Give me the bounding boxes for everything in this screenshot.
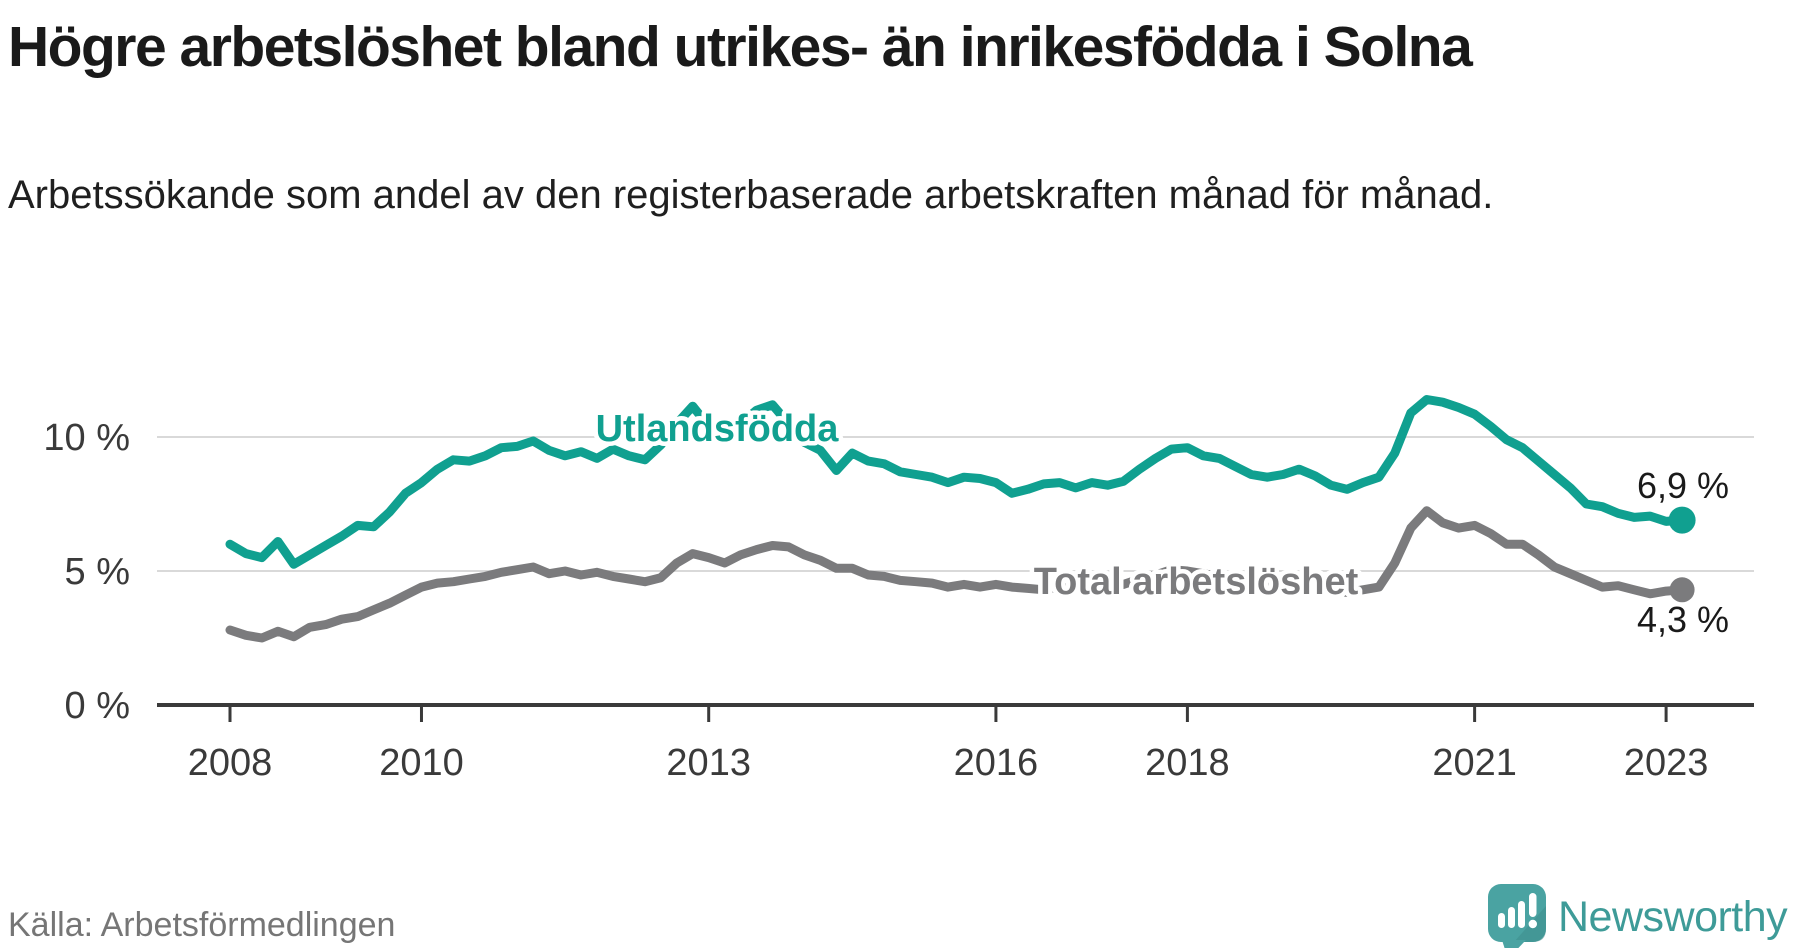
newsworthy-logo-icon: [1488, 884, 1546, 948]
end-dot-total-arbetsloshet: [1669, 577, 1695, 603]
series-label-utlandsfodda: Utlandsfödda: [596, 408, 840, 450]
x-tick-label: 2016: [954, 742, 1039, 784]
line-total-arbetsloshet: [225, 506, 1687, 643]
x-tick-label: 2008: [188, 742, 273, 784]
series-lines: [225, 395, 1696, 643]
chart-subtitle: Arbetssökande som andel av den registerb…: [8, 173, 1494, 217]
y-tick-label-0: 0 %: [65, 685, 130, 727]
x-tick-label: 2023: [1624, 742, 1709, 784]
x-axis-ticks: 2008 2010 2013 2016 2018 2021 2023: [188, 705, 1709, 784]
gridlines: [157, 436, 1754, 572]
y-tick-label-5: 5 %: [65, 551, 130, 593]
newsworthy-logo: Newsworthy: [1488, 884, 1789, 948]
value-label-utlandsfodda: 6,9 %: [1637, 465, 1729, 506]
x-tick-label: 2021: [1432, 742, 1517, 784]
bar-2: [1508, 907, 1515, 928]
x-tick-label: 2018: [1145, 742, 1230, 784]
value-label-total-arbetsloshet: 4,3 %: [1637, 599, 1729, 640]
x-tick-label: 2010: [379, 742, 464, 784]
exclamation-icon: [1528, 893, 1538, 929]
exclamation-bar: [1529, 893, 1537, 917]
chart-title: Högre arbetslöshet bland utrikes- än inr…: [8, 15, 1473, 79]
line-utlandsfodda: [225, 395, 1687, 569]
bar-3: [1518, 901, 1525, 928]
source-note: Källa: Arbetsförmedlingen: [8, 906, 396, 944]
end-dot-utlandsfodda: [1668, 506, 1696, 534]
speech-bubble-tail: [1502, 940, 1526, 948]
bar-1: [1498, 913, 1505, 928]
exclamation-dot: [1528, 919, 1538, 929]
bar-chart-icon: [1498, 901, 1525, 928]
y-axis-labels: 10 % 5 % 0 %: [43, 417, 130, 727]
newsworthy-logo-text: Newsworthy: [1558, 893, 1788, 941]
series-label-total-arbetsloshet: Total arbetslöshet: [1034, 561, 1359, 603]
x-tick-label: 2013: [666, 742, 751, 784]
y-tick-label-10: 10 %: [43, 417, 130, 459]
